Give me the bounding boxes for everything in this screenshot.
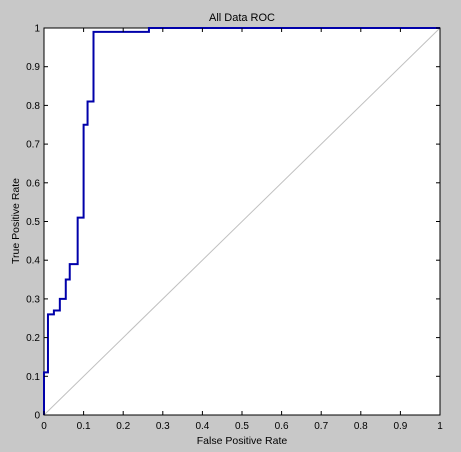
y-tick-label: 0.3 [26,294,40,305]
y-tick-label: 0.2 [26,333,40,344]
y-tick-label: 0.6 [26,178,40,189]
axes: 0 0.1 0.2 0.3 0.4 0.5 0.6 0.7 0.8 0.9 1 0 0.1 0.2 0.3 0… [26,24,443,433]
x-tick-label: 0 [41,421,47,432]
x-tick-label: 0.5 [235,421,249,432]
x-tick-label: 0.9 [393,421,407,432]
chart-title: All Data ROC [209,12,275,24]
y-tick-label: 0.7 [26,140,40,151]
roc-curve-line [43,27,440,415]
y-tick-label: 0.8 [26,101,40,112]
y-tick-label: 0.1 [26,372,40,383]
x-tick-label: 1 [437,421,443,432]
y-tick-label: 1 [34,24,40,35]
y-tick-label: 0 [34,411,40,422]
x-tick-label: 0.6 [275,421,289,432]
x-tick-label: 0.2 [116,421,130,432]
y-tick-label: 0.5 [26,217,40,228]
x-tick-label: 0.8 [354,421,368,432]
x-tick-label: 0.7 [314,421,328,432]
x-tick-label: 0.4 [195,421,209,432]
chance-diagonal-line [43,27,441,416]
plot-marks [43,27,441,416]
x-axis-title: False Positive Rate [197,435,288,447]
y-tick-label: 0.4 [26,256,40,267]
y-axis-title: True Positive Rate [10,178,22,264]
y-tick-label: 0.9 [26,62,40,73]
x-tick-label: 0.1 [77,421,91,432]
x-tick-label: 0.3 [156,421,170,432]
